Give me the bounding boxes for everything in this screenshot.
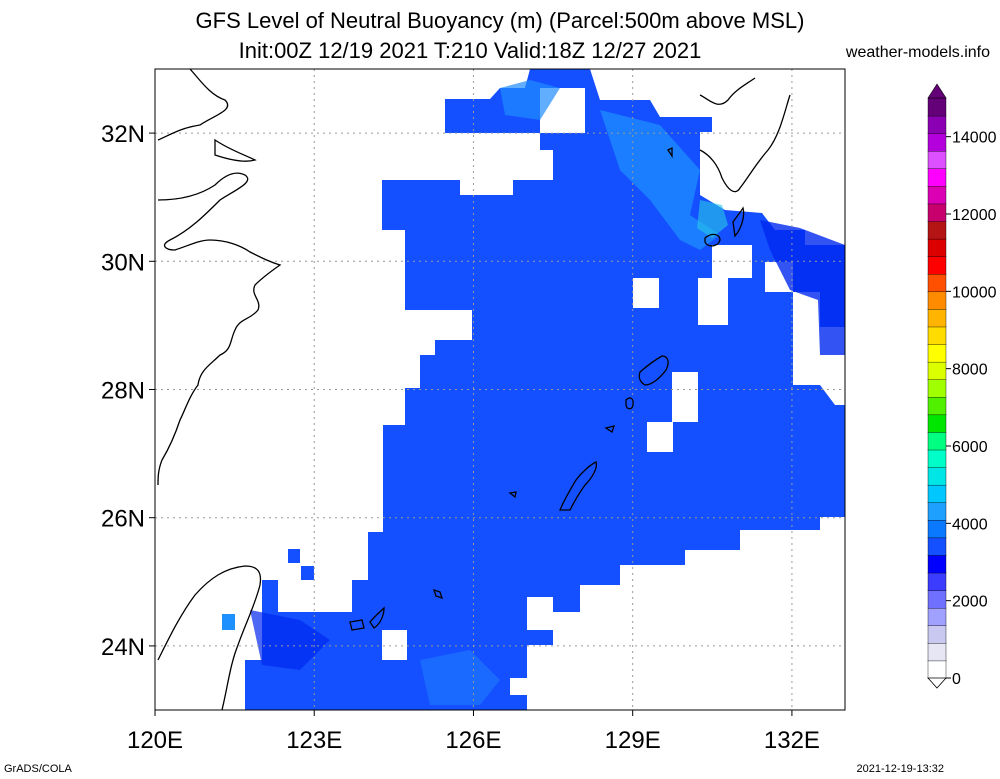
colorbar-segment — [927, 414, 947, 433]
latitude-label: 24N — [101, 634, 145, 661]
colorbar-segment — [927, 203, 947, 222]
okinawa-island — [559, 461, 598, 511]
iriomote-island — [349, 619, 365, 631]
colorbar-bottom-arrow — [927, 677, 947, 689]
map-title-line2: Init:00Z 12/19 2021 T:210 Valid:18Z 12/2… — [238, 38, 702, 63]
footer-timestamp: 2021-12-19-13:32 — [856, 763, 944, 775]
light-shade-south — [420, 650, 500, 705]
colorbar-segment — [927, 519, 947, 539]
latitude-axis: 24N 26N 28N 30N 32N — [101, 121, 155, 661]
colorbar-segment — [927, 132, 947, 152]
colorbar-segment — [927, 660, 947, 679]
dark-shade-southwest — [250, 610, 330, 670]
no-data-cell — [698, 278, 728, 325]
colorbar-label: 2000 — [952, 594, 988, 611]
longitude-label: 132E — [764, 727, 820, 754]
isolated-cell — [288, 549, 300, 563]
colorbar-segment — [927, 554, 947, 574]
no-data-cell — [633, 278, 659, 308]
footer-software: GrADS/COLA — [4, 763, 72, 775]
amami-oshima-island — [638, 355, 669, 386]
colorbar: 0 2000 4000 6000 8000 10000 12000 14000 — [927, 83, 997, 689]
longitude-label: 126E — [445, 727, 501, 754]
colorbar-segment — [927, 185, 947, 205]
colorbar-segment — [927, 115, 947, 134]
colorbar-segment — [927, 168, 947, 187]
ishigaki-island — [369, 606, 385, 629]
kume-island — [508, 491, 517, 499]
tanegashima-island — [704, 233, 721, 247]
china-coast — [157, 69, 282, 486]
colorbar-label: 10000 — [952, 284, 997, 301]
light-shade-northeast — [600, 110, 720, 250]
colorbar-top-arrow — [927, 83, 947, 99]
latitude-label: 28N — [101, 378, 145, 405]
colorbar-segment — [927, 220, 947, 240]
colorbar-label: 0 — [952, 671, 961, 688]
teal-shade — [697, 200, 728, 238]
colorbar-label: 14000 — [952, 130, 997, 147]
colorbar-segment — [927, 431, 947, 451]
colorbar-segment — [927, 308, 947, 328]
colorbar-segment — [927, 343, 947, 363]
okinoerabu-island — [604, 425, 615, 434]
colorbar-segment — [927, 572, 947, 591]
colorbar-label: 8000 — [952, 362, 988, 379]
colorbar-segment — [927, 379, 947, 398]
colorbar-label: 6000 — [952, 439, 988, 456]
no-data-regions — [382, 88, 845, 695]
isolated-cell — [301, 566, 314, 580]
colorbar-segment — [927, 589, 947, 609]
longitude-label: 129E — [605, 727, 661, 754]
nakanoshima-island — [667, 146, 673, 159]
colorbar-label: 12000 — [952, 207, 997, 224]
miyako-island — [432, 588, 444, 600]
colorbar-segment — [927, 396, 947, 416]
colorbar-segment — [927, 502, 947, 521]
colorbar-segment — [927, 291, 947, 310]
colorbar-segment — [927, 361, 947, 380]
source-label: weather-models.info — [845, 44, 990, 61]
no-data-cell — [382, 630, 407, 660]
latitude-label: 32N — [101, 121, 145, 148]
coastlines — [157, 69, 791, 710]
colorbar-segment — [927, 449, 947, 468]
tokunoshima-island — [625, 397, 634, 410]
colorbar-segment — [927, 150, 947, 170]
colorbar-segment — [927, 255, 947, 275]
latitude-label: 30N — [101, 249, 145, 276]
isolated-cell — [222, 614, 235, 630]
colorbar-label: 4000 — [952, 516, 988, 533]
map-title-line1: GFS Level of Neutral Buoyancy (m) (Parce… — [195, 8, 805, 33]
isolated-cells — [222, 549, 314, 630]
longitude-label: 123E — [286, 727, 342, 754]
colorbar-segment — [927, 97, 947, 117]
yangtze-estuary — [214, 138, 257, 162]
longitude-axis: 120E 123E 126E 129E 132E — [127, 710, 820, 754]
no-data-cell — [672, 372, 698, 422]
colorbar-segment — [927, 484, 947, 503]
colorbar-segment — [927, 537, 947, 556]
light-shade-north — [500, 80, 560, 120]
kyushu-coast — [699, 77, 791, 193]
no-data-cell — [510, 678, 527, 695]
longitude-label: 120E — [127, 727, 183, 754]
field-shading — [250, 80, 845, 705]
dark-shade-east — [760, 220, 845, 355]
colorbar-segment — [927, 466, 947, 486]
yakushima-island — [732, 206, 745, 238]
colorbar-segment — [927, 625, 947, 644]
taiwan-coast — [157, 565, 262, 710]
colorbar-segment — [927, 607, 947, 626]
colorbar-segment — [927, 238, 947, 257]
no-data-cell — [647, 422, 673, 452]
latitude-label: 26N — [101, 506, 145, 533]
colorbar-segment — [927, 642, 947, 662]
colorbar-segment — [927, 273, 947, 293]
colorbar-segment — [927, 326, 947, 345]
